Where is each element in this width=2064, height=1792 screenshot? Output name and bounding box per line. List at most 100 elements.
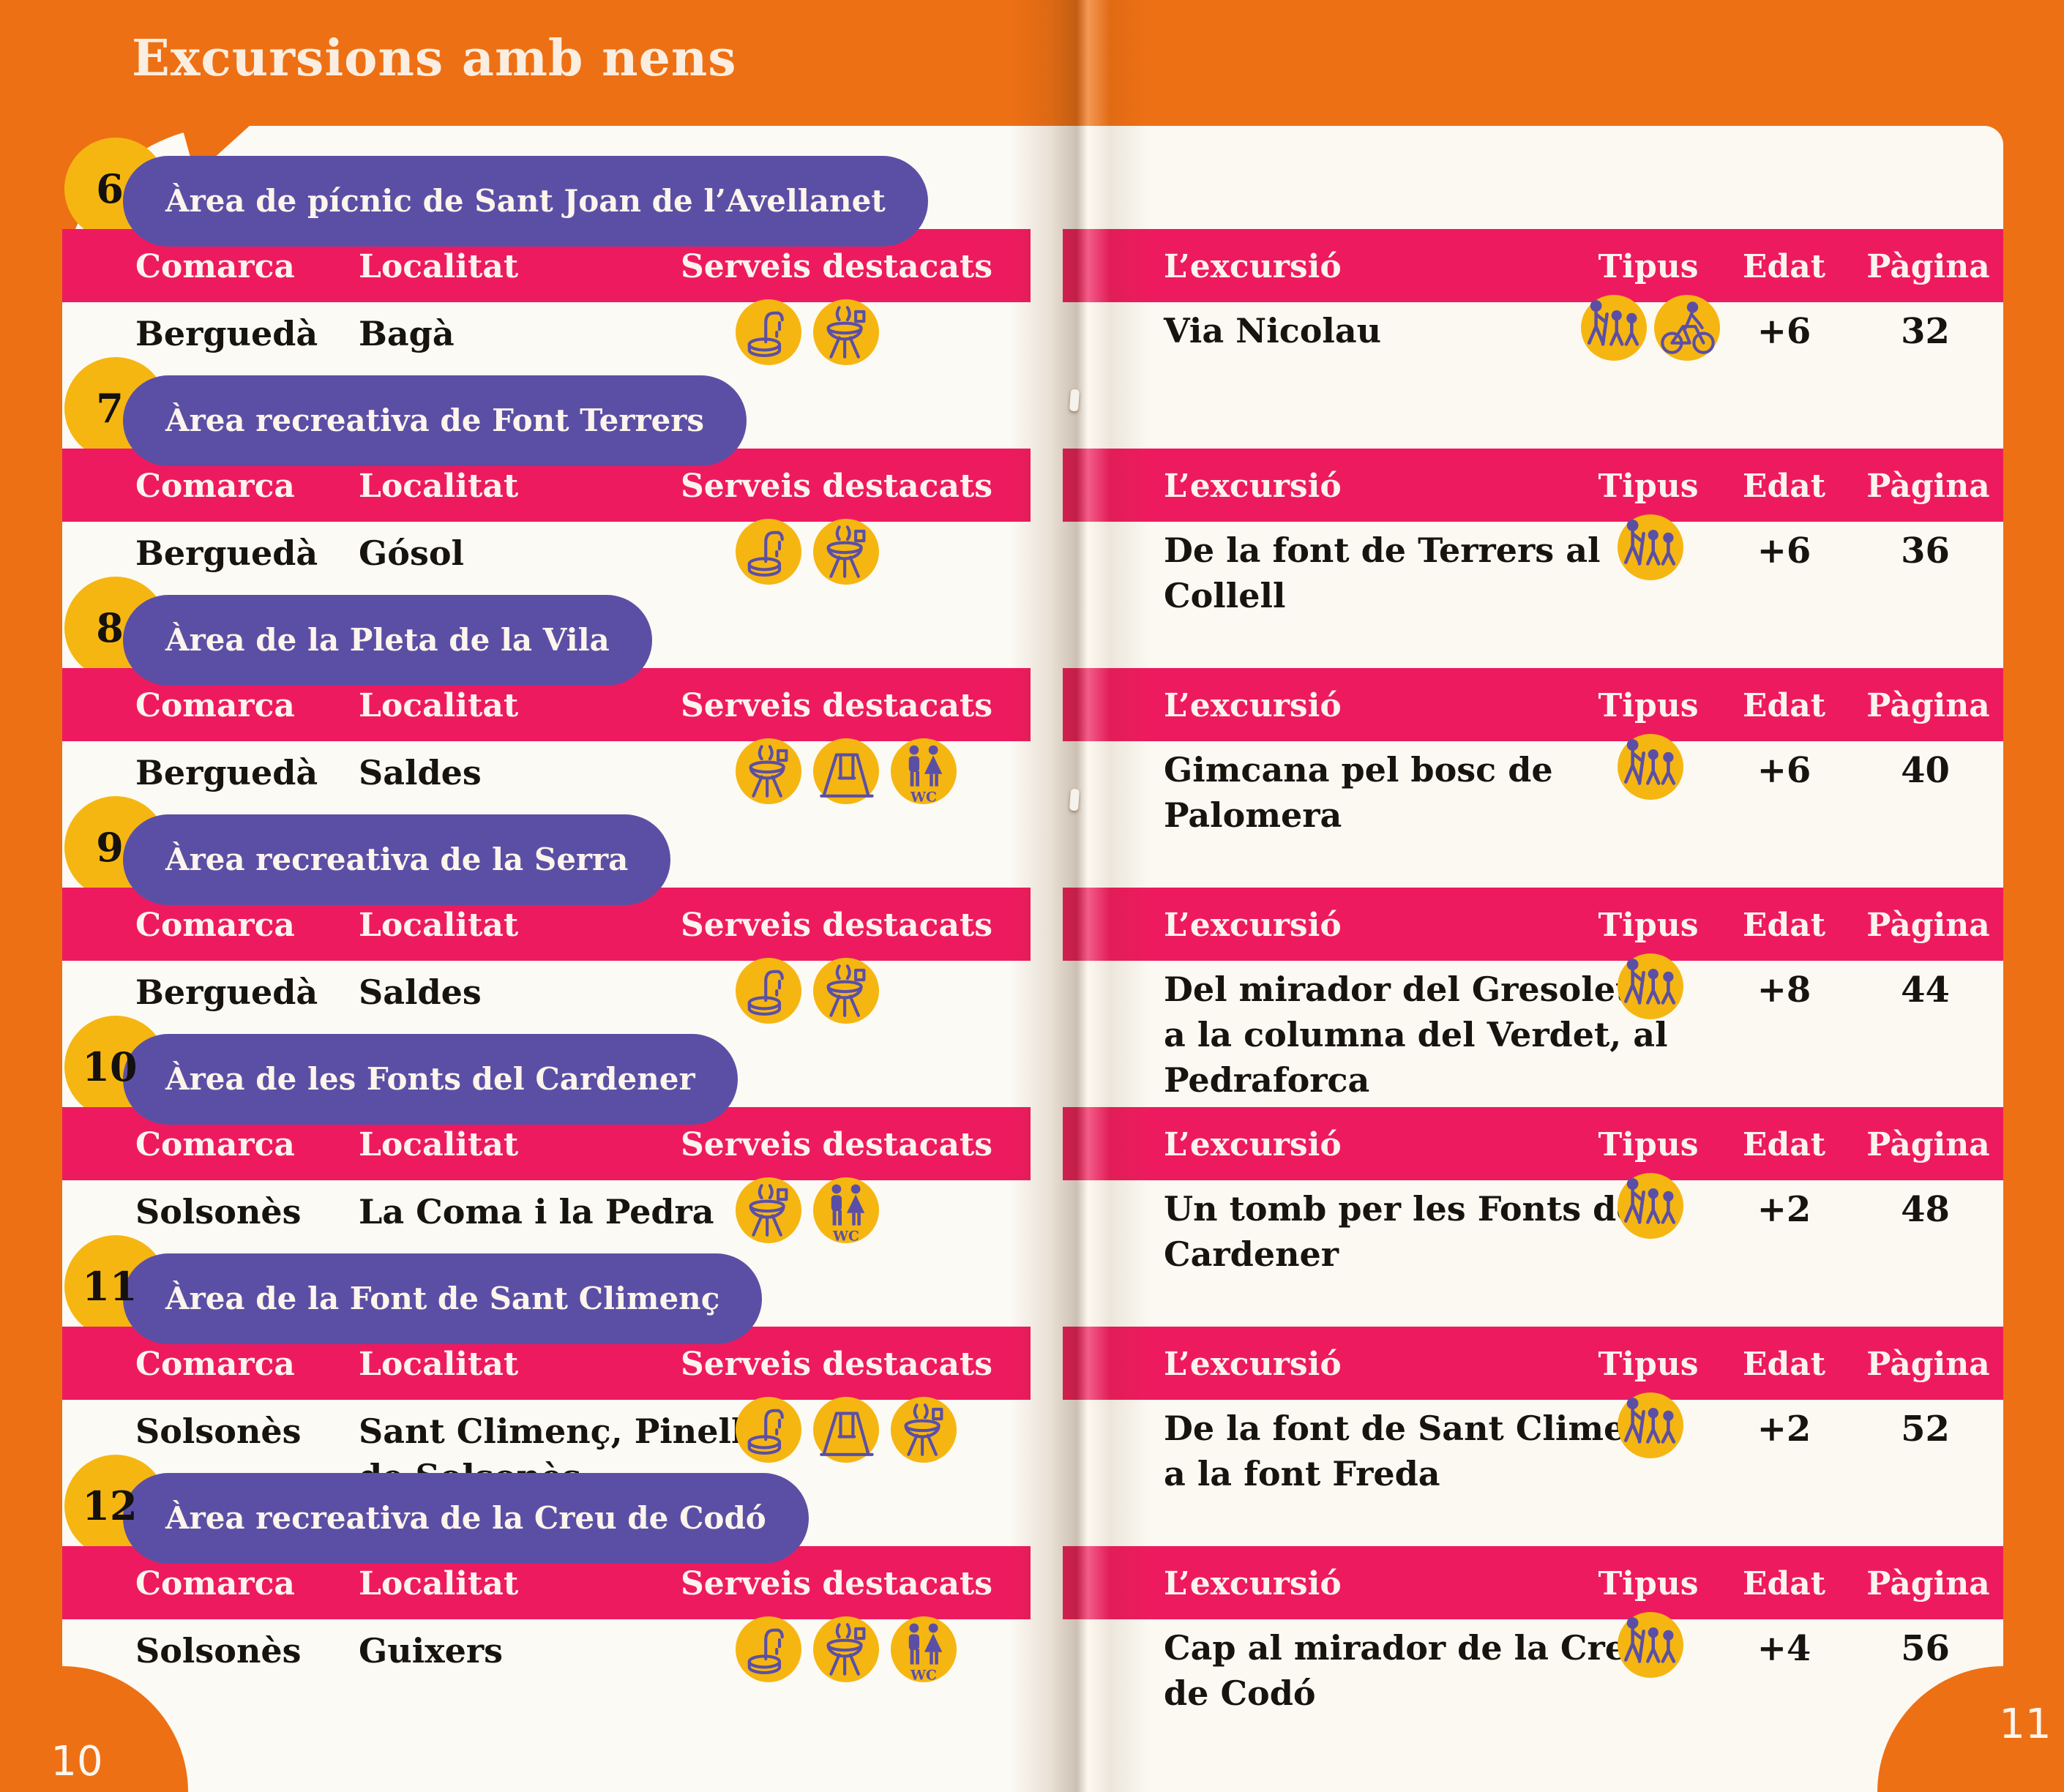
comarca-column-header: Comarca (135, 1346, 295, 1383)
excursion-name: Cap al mirador de la Creu de Codó (1164, 1628, 1651, 1713)
service-icons (736, 958, 879, 1024)
svg-text:WC: WC (910, 789, 937, 804)
area-pill: Àrea de les Fonts del Cardener (123, 1034, 738, 1125)
age-value: +6 (1757, 531, 1811, 571)
serveis-column-header: Serveis destacats (681, 248, 993, 285)
localitat-value: Bagà (359, 314, 455, 353)
excursion-type-icons (1618, 514, 1683, 580)
localitat-column-header: Localitat (359, 1346, 519, 1383)
excursion-name: Un tomb per les Fonts del Cardener (1164, 1189, 1650, 1274)
localitat-column-header: Localitat (359, 468, 519, 505)
age-value: +2 (1757, 1409, 1811, 1450)
serveis-column-header: Serveis destacats (681, 468, 993, 505)
staple-icon (1069, 389, 1080, 412)
entry-number: 11 (82, 1263, 138, 1310)
pagina-column-header: Pàgina (1866, 1126, 1990, 1163)
localitat-value: Saldes (359, 753, 482, 792)
svg-text:WC: WC (910, 1667, 937, 1682)
hiking-icon (1581, 295, 1647, 361)
service-icons: WC (736, 738, 957, 804)
edat-column-header: Edat (1742, 1565, 1826, 1602)
excursion-type-icons (1618, 1173, 1683, 1239)
excursion-type-icons (1618, 953, 1683, 1019)
page-ref-value: 56 (1901, 1628, 1950, 1669)
right-table-header-bar: L’excursió Tipus Edat Pàgina (1063, 888, 2003, 961)
comarca-column-header: Comarca (135, 1565, 295, 1602)
age-value: +6 (1757, 311, 1811, 352)
edat-column-header: Edat (1742, 907, 1826, 944)
edat-column-header: Edat (1742, 468, 1826, 505)
comarca-column-header: Comarca (135, 907, 295, 944)
fountain-icon (736, 958, 801, 1024)
excursion-name: Via Nicolau (1164, 311, 1382, 350)
barbecue-icon (813, 958, 879, 1024)
hiking-icon (1618, 1612, 1683, 1678)
entry-number: 6 (96, 165, 124, 212)
localitat-column-header: Localitat (359, 248, 519, 285)
edat-column-header: Edat (1742, 248, 1826, 285)
service-icons: WC (736, 1616, 957, 1682)
pagina-column-header: Pàgina (1866, 1346, 1990, 1383)
localitat-value: Saldes (359, 972, 482, 1012)
hiking-icon (1618, 953, 1683, 1019)
barbecue-icon (813, 1616, 879, 1682)
excursion-type-icons (1581, 295, 1720, 361)
comarca-column-header: Comarca (135, 687, 295, 724)
comarca-value: Solsonès (135, 1192, 302, 1231)
playground-icon (813, 738, 879, 804)
localitat-value: Guixers (359, 1631, 504, 1671)
localitat-column-header: Localitat (359, 687, 519, 724)
area-pill: Àrea de la Font de Sant Climenç (123, 1253, 763, 1344)
cycling-icon (1654, 295, 1720, 361)
hiking-icon (1618, 1173, 1683, 1239)
page-ref-value: 36 (1901, 531, 1950, 571)
barbecue-icon (891, 1397, 957, 1463)
excursio-column-header: L’excursió (1164, 248, 1342, 285)
localitat-column-header: Localitat (359, 1126, 519, 1163)
pagina-column-header: Pàgina (1866, 1565, 1990, 1602)
right-table-header-bar: L’excursió Tipus Edat Pàgina (1063, 229, 2003, 302)
excursio-column-header: L’excursió (1164, 687, 1342, 724)
service-icons (736, 1397, 957, 1463)
localitat-value: Gósol (359, 533, 465, 573)
serveis-column-header: Serveis destacats (681, 1126, 993, 1163)
area-pill: Àrea de la Pleta de la Vila (123, 595, 652, 686)
localitat-value: La Coma i la Pedra (359, 1192, 714, 1231)
entry-number: 9 (96, 824, 124, 871)
fountain-icon (736, 519, 801, 585)
barbecue-icon (736, 738, 801, 804)
page-ref-value: 40 (1901, 750, 1950, 791)
staple-icon (1069, 788, 1080, 811)
page-title: Excursions amb nens (132, 29, 737, 88)
tipus-column-header: Tipus (1598, 1126, 1699, 1163)
tipus-column-header: Tipus (1598, 687, 1699, 724)
comarca-value: Solsonès (135, 1412, 302, 1451)
barbecue-icon (813, 519, 879, 585)
excursio-column-header: L’excursió (1164, 907, 1342, 944)
svg-text:WC: WC (832, 1228, 859, 1243)
age-value: +4 (1757, 1628, 1811, 1669)
excursio-column-header: L’excursió (1164, 1565, 1342, 1602)
barbecue-icon (736, 1177, 801, 1243)
comarca-column-header: Comarca (135, 248, 295, 285)
area-pill: Àrea de pícnic de Sant Joan de l’Avellan… (123, 156, 928, 247)
entry-number: 10 (82, 1043, 138, 1090)
comarca-column-header: Comarca (135, 1126, 295, 1163)
right-table-header-bar: L’excursió Tipus Edat Pàgina (1063, 1107, 2003, 1180)
edat-column-header: Edat (1742, 687, 1826, 724)
area-pill: Àrea recreativa de la Creu de Codó (123, 1473, 809, 1564)
right-table-header-bar: L’excursió Tipus Edat Pàgina (1063, 1546, 2003, 1619)
page-ref-value: 32 (1901, 311, 1950, 352)
fountain-icon (736, 1616, 801, 1682)
entry-number: 8 (96, 604, 124, 651)
area-pill: Àrea recreativa de Font Terrers (123, 375, 747, 466)
tipus-column-header: Tipus (1598, 468, 1699, 505)
edat-column-header: Edat (1742, 1126, 1826, 1163)
entry-number: 7 (96, 385, 124, 432)
tipus-column-header: Tipus (1598, 1565, 1699, 1602)
page-ref-value: 44 (1901, 970, 1950, 1011)
comarca-value: Berguedà (135, 314, 318, 353)
age-value: +8 (1757, 970, 1811, 1011)
right-table-header-bar: L’excursió Tipus Edat Pàgina (1063, 449, 2003, 522)
